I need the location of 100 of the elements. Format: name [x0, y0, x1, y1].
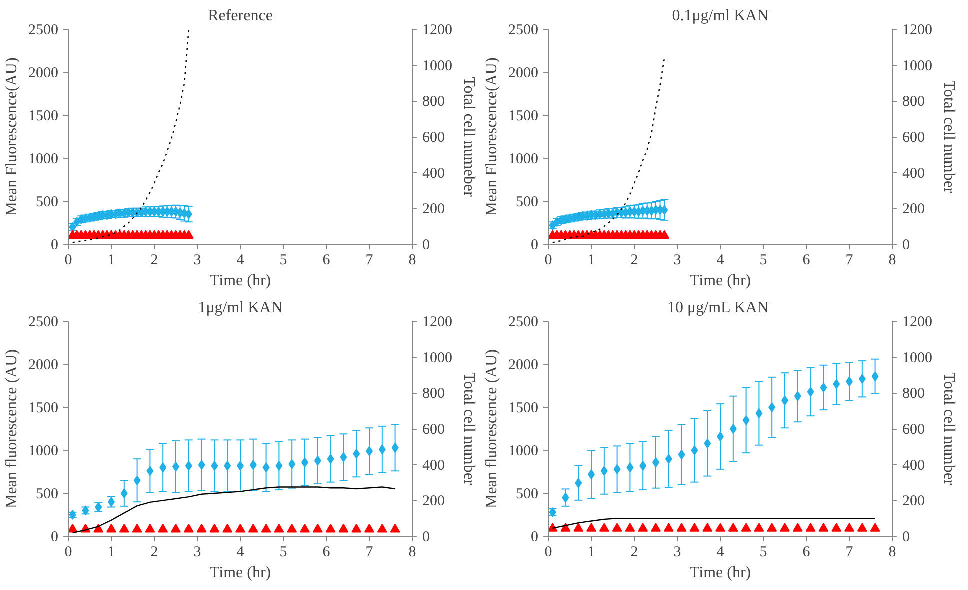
y2-tick-label: 800 — [422, 386, 445, 402]
x-tick-label: 0 — [64, 252, 72, 268]
x-tick-label: 4 — [716, 544, 725, 560]
y2-tick-label: 0 — [422, 238, 430, 254]
chart-title: Reference — [208, 8, 273, 24]
y2-tick-label: 200 — [902, 202, 925, 218]
y-axis-title: Mean fluorescence (AU) — [484, 349, 500, 509]
x-tick-label: 8 — [888, 252, 896, 268]
x-tick-label: 6 — [322, 252, 331, 268]
y-tick-label: 1500 — [28, 108, 58, 124]
x-tick-label: 2 — [630, 252, 638, 268]
x-tick-label: 5 — [760, 544, 768, 560]
y-tick-label: 2000 — [508, 66, 538, 82]
x-tick-label: 6 — [802, 252, 811, 268]
x-axis-title: Time (hr) — [210, 564, 272, 582]
x-tick-label: 7 — [366, 252, 374, 268]
y-tick-label: 500 — [36, 486, 58, 502]
x-axis-title: Time (hr) — [690, 272, 752, 290]
y2-tick-label: 1200 — [422, 22, 452, 38]
y-tick-label: 2500 — [28, 22, 58, 38]
y2-tick-label: 600 — [902, 130, 925, 146]
y2-tick-label: 200 — [422, 494, 445, 510]
x-tick-label: 6 — [802, 544, 811, 560]
y-tick-label: 500 — [516, 486, 538, 502]
y2-tick-label: 600 — [422, 130, 445, 146]
x-tick-label: 0 — [544, 544, 552, 560]
x-tick-label: 4 — [236, 544, 245, 560]
y2-axis-title: Total cell number — [460, 372, 478, 486]
y-axis-title: Mean fluorescence (AU) — [4, 349, 20, 509]
x-tick-label: 3 — [674, 544, 682, 560]
chart-title: 1μg/ml KAN — [198, 300, 284, 316]
y2-tick-label: 0 — [422, 530, 430, 546]
y2-tick-label: 0 — [902, 530, 910, 546]
x-tick-label: 7 — [846, 544, 854, 560]
y-tick-label: 1500 — [508, 108, 538, 124]
y2-axis-title: Total cell numeber — [460, 77, 478, 198]
x-tick-label: 5 — [280, 544, 288, 560]
x-tick-label: 7 — [366, 544, 374, 560]
y-tick-label: 1000 — [508, 152, 538, 168]
x-tick-label: 3 — [674, 252, 682, 268]
y2-tick-label: 1200 — [422, 314, 452, 330]
x-tick-label: 5 — [760, 252, 768, 268]
x-tick-label: 4 — [236, 252, 245, 268]
y2-axis-title: Total cell number — [940, 80, 958, 194]
y-tick-label: 2000 — [28, 66, 58, 82]
x-tick-label: 8 — [888, 544, 896, 560]
x-tick-label: 7 — [846, 252, 854, 268]
x-tick-label: 4 — [716, 252, 725, 268]
y-tick-label: 500 — [516, 194, 538, 210]
y2-tick-label: 1000 — [422, 58, 452, 74]
y2-tick-label: 400 — [422, 458, 445, 474]
y-tick-label: 1500 — [508, 400, 538, 416]
y-tick-label: 2500 — [508, 314, 538, 330]
x-tick-label: 0 — [544, 252, 552, 268]
y2-tick-label: 600 — [422, 422, 445, 438]
chart-title: 0.1μg/ml KAN — [672, 8, 770, 24]
x-axis-title: Time (hr) — [210, 272, 272, 290]
y-tick-label: 2500 — [508, 22, 538, 38]
x-tick-label: 2 — [630, 544, 638, 560]
x-tick-label: 6 — [322, 544, 331, 560]
y-tick-label: 1000 — [28, 444, 58, 460]
y2-tick-label: 1200 — [902, 314, 932, 330]
x-tick-label: 8 — [408, 544, 416, 560]
y2-tick-label: 800 — [902, 386, 925, 402]
y2-tick-label: 400 — [902, 458, 925, 474]
y2-tick-label: 0 — [902, 238, 910, 254]
y-tick-label: 1500 — [28, 400, 58, 416]
y-axis-title: Mean Fluorescence(AU) — [484, 58, 500, 216]
x-axis-title: Time (hr) — [690, 564, 752, 582]
y-tick-label: 1000 — [28, 152, 58, 168]
y2-tick-label: 1000 — [902, 350, 932, 366]
x-tick-label: 2 — [150, 544, 158, 560]
x-tick-label: 1 — [588, 252, 596, 268]
y2-tick-label: 400 — [422, 166, 445, 182]
chart-title: 10 μg/mL KAN — [668, 300, 770, 316]
y-tick-label: 0 — [531, 238, 538, 254]
y2-tick-label: 400 — [902, 166, 925, 182]
y2-axis-title: Total cell number — [940, 372, 958, 486]
y-axis-title: Mean Fluorescence(AU) — [4, 58, 20, 216]
x-tick-label: 0 — [64, 544, 72, 560]
y-tick-label: 2500 — [28, 314, 58, 330]
y-tick-label: 2000 — [508, 358, 538, 374]
x-tick-label: 3 — [194, 252, 202, 268]
y2-tick-label: 1000 — [422, 350, 452, 366]
y2-tick-label: 1200 — [902, 22, 932, 38]
y2-tick-label: 1000 — [902, 58, 932, 74]
x-tick-label: 5 — [280, 252, 288, 268]
y-tick-label: 1000 — [508, 444, 538, 460]
x-tick-label: 1 — [108, 544, 116, 560]
x-tick-label: 8 — [408, 252, 416, 268]
y2-tick-label: 800 — [422, 94, 445, 110]
x-tick-label: 3 — [194, 544, 202, 560]
y2-tick-label: 200 — [902, 494, 925, 510]
y-tick-label: 0 — [531, 530, 538, 546]
y-tick-label: 0 — [51, 530, 58, 546]
y-tick-label: 500 — [36, 194, 58, 210]
y-tick-label: 0 — [51, 238, 58, 254]
y2-tick-label: 800 — [902, 94, 925, 110]
y2-tick-label: 200 — [422, 202, 445, 218]
x-tick-label: 1 — [108, 252, 116, 268]
